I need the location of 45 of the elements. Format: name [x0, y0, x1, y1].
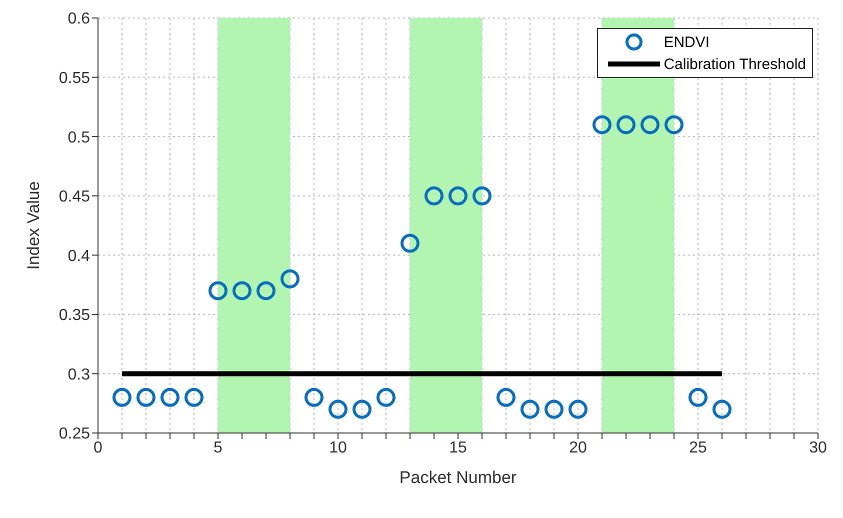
point — [448, 186, 468, 206]
point — [280, 269, 300, 288]
point — [136, 388, 156, 407]
y-tick-label: 0.6 — [68, 10, 90, 28]
point — [208, 281, 228, 300]
point — [304, 388, 324, 407]
y-tick-label: 0.4 — [68, 248, 90, 265]
point — [496, 388, 516, 407]
point — [520, 400, 540, 419]
x-axis-title: Packet Number — [399, 468, 517, 487]
y-tick-label: 0.5 — [68, 129, 90, 146]
point — [400, 234, 420, 253]
y-tick-label: 0.45 — [58, 188, 90, 206]
point — [184, 388, 204, 407]
legend-label: Calibration Threshold — [664, 56, 806, 72]
point — [328, 400, 348, 419]
point — [640, 115, 660, 134]
y-tick-label: 0.55 — [58, 70, 90, 87]
y-tick-label: 0.35 — [58, 307, 90, 324]
y-axis-title: Index Value — [24, 181, 44, 270]
x-tick-label: 30 — [809, 439, 827, 456]
point — [424, 186, 444, 206]
y-tick-label: 0.3 — [68, 366, 90, 384]
point — [352, 400, 372, 419]
x-tick-label: 15 — [449, 439, 467, 456]
x-tick-label: 20 — [569, 439, 587, 456]
point — [712, 400, 732, 419]
point — [616, 115, 636, 134]
point — [544, 400, 564, 419]
x-tick-label: 0 — [94, 439, 103, 456]
point — [592, 115, 612, 134]
x-tick-label: 25 — [689, 439, 707, 456]
point — [256, 281, 276, 300]
point — [688, 388, 708, 407]
y-tick-label: 0.25 — [58, 426, 90, 443]
x-tick-label: 5 — [214, 439, 223, 456]
point — [232, 281, 252, 300]
point — [160, 388, 180, 407]
point — [568, 400, 588, 419]
point — [472, 186, 492, 206]
legend-label: ENDVI — [664, 34, 710, 50]
point — [376, 388, 396, 407]
point — [112, 388, 132, 407]
point — [664, 115, 684, 134]
x-tick-label: 10 — [329, 439, 347, 456]
